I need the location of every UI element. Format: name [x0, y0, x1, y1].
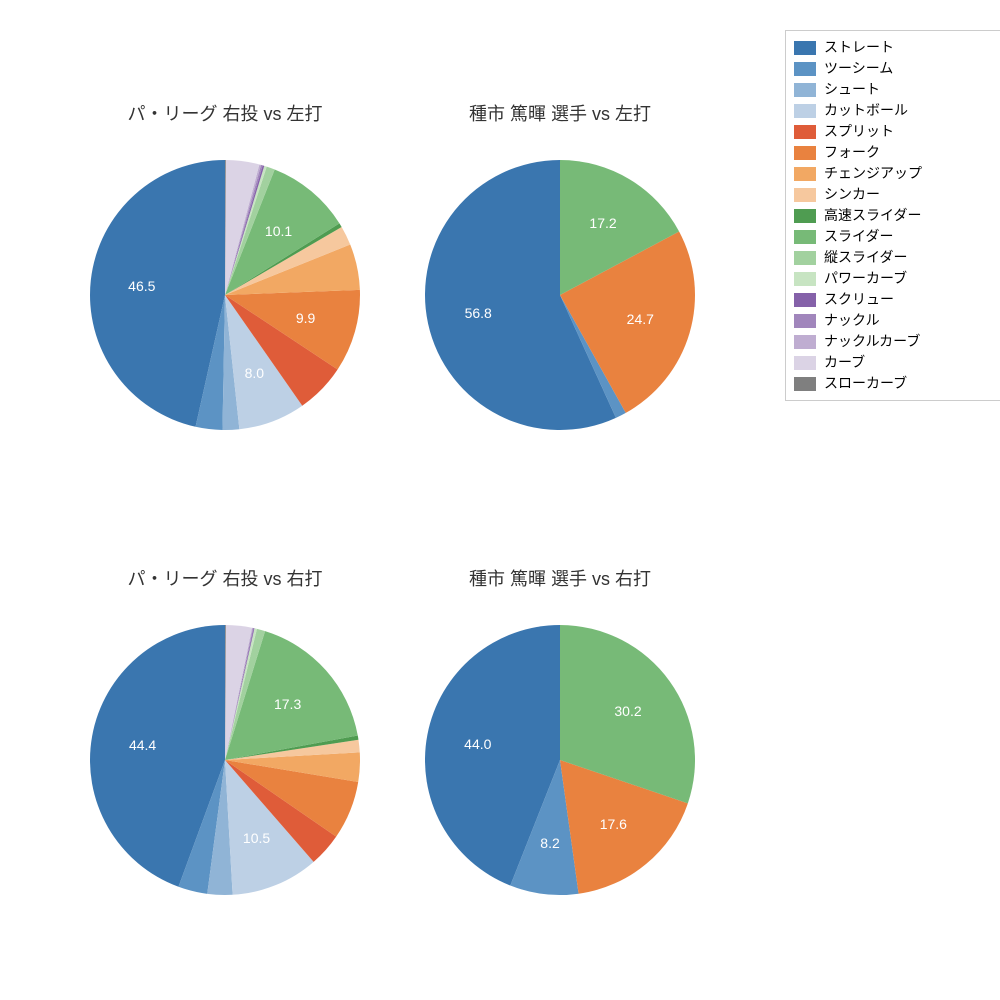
legend-label: パワーカーブ: [824, 268, 907, 289]
legend-swatch: [794, 125, 816, 139]
legend-item: ナックル: [794, 310, 994, 331]
pie-slice-label: 17.3: [274, 696, 301, 712]
legend: ストレートツーシームシュートカットボールスプリットフォークチェンジアップシンカー…: [785, 30, 1000, 401]
pie-slice-label: 8.2: [540, 835, 559, 851]
pie-slice-label: 17.6: [600, 816, 627, 832]
legend-swatch: [794, 293, 816, 307]
legend-item: スクリュー: [794, 289, 994, 310]
legend-item: フォーク: [794, 142, 994, 163]
chart-title: パ・リーグ 右投 vs 右打: [90, 565, 360, 591]
pie-slice-label: 30.2: [614, 703, 641, 719]
legend-label: スライダー: [824, 226, 893, 247]
pie-slice-label: 46.5: [128, 278, 155, 294]
legend-swatch: [794, 146, 816, 160]
chart-title: パ・リーグ 右投 vs 左打: [90, 100, 360, 126]
legend-label: ナックルカーブ: [824, 331, 920, 352]
legend-label: 縦スライダー: [824, 247, 907, 268]
legend-swatch: [794, 188, 816, 202]
legend-label: ツーシーム: [824, 58, 893, 79]
pie-slice-label: 10.1: [265, 223, 292, 239]
legend-item: ツーシーム: [794, 58, 994, 79]
legend-swatch: [794, 377, 816, 391]
legend-swatch: [794, 62, 816, 76]
legend-item: カットボール: [794, 100, 994, 121]
legend-swatch: [794, 314, 816, 328]
legend-item: シンカー: [794, 184, 994, 205]
legend-label: シュート: [824, 79, 880, 100]
pie-slice-label: 8.0: [245, 365, 264, 381]
legend-label: 高速スライダー: [824, 205, 921, 226]
legend-item: スローカーブ: [794, 373, 994, 394]
legend-item: 高速スライダー: [794, 205, 994, 226]
chart-title: 種市 篤暉 選手 vs 左打: [420, 100, 700, 126]
pie-slice-label: 17.2: [589, 215, 616, 231]
pie-slice-label: 9.9: [296, 310, 315, 326]
pie-slice-label: 44.4: [129, 737, 156, 753]
legend-item: 縦スライダー: [794, 247, 994, 268]
pie-slice-label: 56.8: [465, 305, 492, 321]
legend-item: スライダー: [794, 226, 994, 247]
pie-slice-label: 10.5: [243, 830, 270, 846]
legend-swatch: [794, 335, 816, 349]
legend-swatch: [794, 167, 816, 181]
legend-swatch: [794, 104, 816, 118]
pie-slice-label: 24.7: [627, 311, 654, 327]
legend-item: スプリット: [794, 121, 994, 142]
legend-label: スプリット: [824, 121, 894, 142]
legend-item: シュート: [794, 79, 994, 100]
legend-label: ストレート: [824, 37, 894, 58]
legend-swatch: [794, 356, 816, 370]
pie-slice-label: 44.0: [464, 736, 491, 752]
legend-swatch: [794, 41, 816, 55]
legend-swatch: [794, 230, 816, 244]
legend-label: カットボール: [824, 100, 908, 121]
chart-title: 種市 篤暉 選手 vs 右打: [420, 565, 700, 591]
legend-label: カーブ: [824, 352, 865, 373]
legend-swatch: [794, 251, 816, 265]
legend-label: ナックル: [824, 310, 880, 331]
legend-item: ナックルカーブ: [794, 331, 994, 352]
legend-swatch: [794, 272, 816, 286]
legend-item: チェンジアップ: [794, 163, 994, 184]
legend-item: カーブ: [794, 352, 994, 373]
legend-item: パワーカーブ: [794, 268, 994, 289]
legend-swatch: [794, 83, 816, 97]
legend-label: チェンジアップ: [824, 163, 922, 184]
legend-label: スローカーブ: [824, 373, 907, 394]
legend-label: スクリュー: [824, 289, 894, 310]
legend-label: フォーク: [824, 142, 880, 163]
legend-item: ストレート: [794, 37, 994, 58]
legend-swatch: [794, 209, 816, 223]
legend-label: シンカー: [824, 184, 880, 205]
